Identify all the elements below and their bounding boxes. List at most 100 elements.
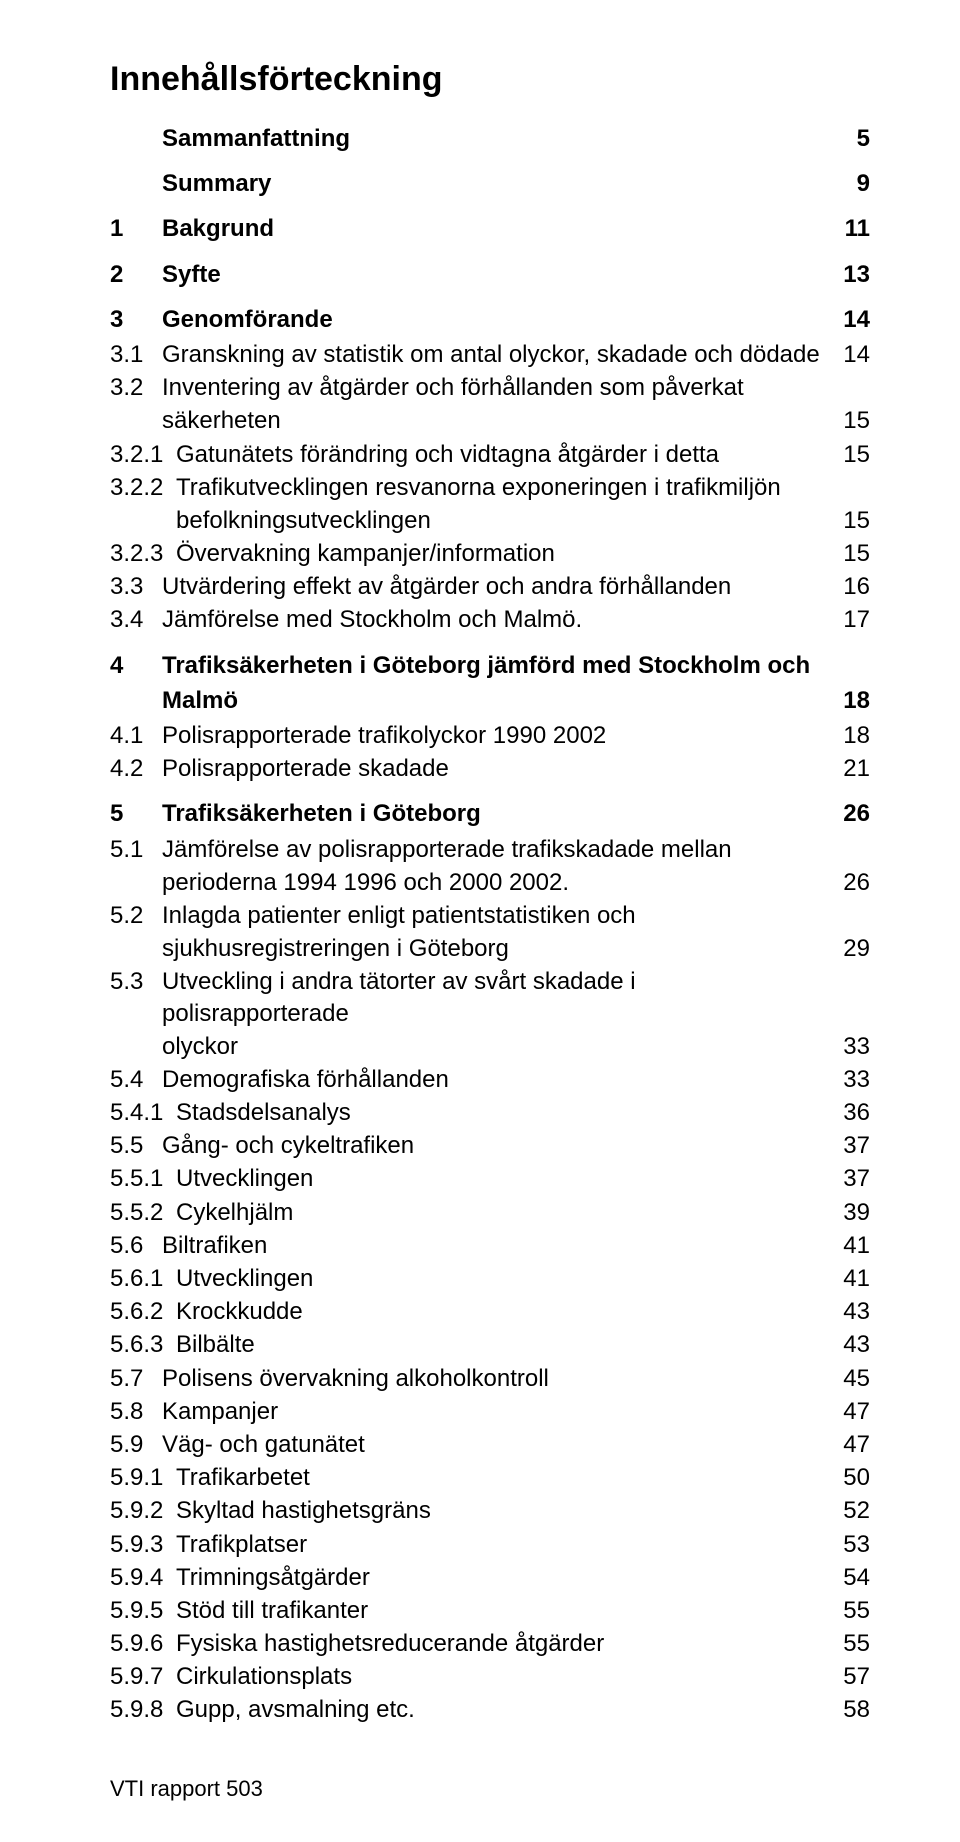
- toc-entry-number: 4.2: [110, 753, 162, 784]
- toc-entry-text: Polisrapporterade trafikolyckor 1990 200…: [162, 720, 838, 751]
- toc-entry-text: Polisens övervakning alkoholkontroll: [162, 1363, 838, 1394]
- toc-entry: 3Genomförande14: [110, 304, 870, 335]
- toc-entry-page: 36: [838, 1097, 870, 1128]
- toc-entry-page: 17: [838, 604, 870, 635]
- toc-entry-text: Demografiska förhållanden: [162, 1064, 838, 1095]
- toc-entry: 5.5Gång- och cykeltrafiken37: [110, 1130, 870, 1161]
- toc-entry-text: Stöd till trafikanter: [176, 1595, 838, 1626]
- toc-entry-text: Trafiksäkerheten i Göteborg: [162, 798, 838, 829]
- toc-entry-page: 55: [838, 1595, 870, 1626]
- toc-entry-page: 47: [838, 1429, 870, 1460]
- toc-entry-page: 57: [838, 1661, 870, 1692]
- toc-entry: 3.4Jämförelse med Stockholm och Malmö.17: [110, 604, 870, 635]
- toc-entry-number: 3.2.2: [110, 472, 176, 503]
- toc-entry-text: Gång- och cykeltrafiken: [162, 1130, 838, 1161]
- toc-entry: 3.2Inventering av åtgärder och förhållan…: [110, 372, 870, 403]
- toc-entry-number: 5.9.2: [110, 1495, 176, 1526]
- toc-entry-number: 5.8: [110, 1396, 162, 1427]
- toc-entry-page: 54: [838, 1562, 870, 1593]
- toc-entry-text: Jämförelse med Stockholm och Malmö.: [162, 604, 838, 635]
- toc-entry: 3.2.3Övervakning kampanjer/information15: [110, 538, 870, 569]
- toc-entry-text: säkerheten: [162, 405, 838, 436]
- toc-entry-page: 33: [838, 1064, 870, 1095]
- toc-entry-page: 16: [838, 571, 870, 602]
- toc-entry: 5.1Jämförelse av polisrapporterade trafi…: [110, 834, 870, 865]
- toc-entry-number: 5.9.4: [110, 1562, 176, 1593]
- toc-entry-page: 14: [838, 304, 870, 335]
- toc-entry: 5.2Inlagda patienter enligt patientstati…: [110, 900, 870, 931]
- toc-entry-text: Inventering av åtgärder och förhållanden…: [162, 372, 838, 403]
- toc-entry-page: 21: [838, 753, 870, 784]
- table-of-contents: Sammanfattning5Summary91Bakgrund112Syfte…: [110, 123, 870, 1726]
- toc-entry-text: befolkningsutvecklingen: [176, 505, 838, 536]
- toc-entry-text: Gatunätets förändring och vidtagna åtgär…: [176, 439, 838, 470]
- toc-entry-text: Syfte: [162, 259, 838, 290]
- toc-entry-number: 5.5.1: [110, 1163, 176, 1194]
- toc-entry-number: 5.3: [110, 966, 162, 997]
- toc-entry-page: 26: [838, 798, 870, 829]
- toc-entry-page: 39: [838, 1197, 870, 1228]
- toc-entry: 5.6.3Bilbälte43: [110, 1329, 870, 1360]
- toc-entry-number: 5.1: [110, 834, 162, 865]
- toc-entry: 5.9.5Stöd till trafikanter55: [110, 1595, 870, 1626]
- toc-entry-number: 5.4.1: [110, 1097, 176, 1128]
- toc-entry: Malmö18: [110, 685, 870, 716]
- toc-entry: 5.9.7Cirkulationsplats57: [110, 1661, 870, 1692]
- toc-entry-number: 5.5.2: [110, 1197, 176, 1228]
- toc-entry-number: 3.3: [110, 571, 162, 602]
- toc-entry: 5.9.8Gupp, avsmalning etc.58: [110, 1694, 870, 1725]
- toc-entry-page: 45: [838, 1363, 870, 1394]
- toc-entry-page: 53: [838, 1529, 870, 1560]
- toc-entry: 5.6.2Krockkudde43: [110, 1296, 870, 1327]
- toc-entry: 5.7Polisens övervakning alkoholkontroll4…: [110, 1363, 870, 1394]
- toc-entry: säkerheten15: [110, 405, 870, 436]
- toc-entry: 3.3Utvärdering effekt av åtgärder och an…: [110, 571, 870, 602]
- toc-entry: olyckor33: [110, 1031, 870, 1062]
- toc-entry: 5.6.1Utvecklingen41: [110, 1263, 870, 1294]
- toc-entry-number: 2: [110, 259, 162, 290]
- toc-entry-text: Kampanjer: [162, 1396, 838, 1427]
- toc-entry: 4.2Polisrapporterade skadade21: [110, 753, 870, 784]
- toc-entry-page: 18: [838, 720, 870, 751]
- toc-entry-page: 37: [838, 1163, 870, 1194]
- toc-entry-page: 43: [838, 1329, 870, 1360]
- page-container: Innehållsförteckning Sammanfattning5Summ…: [0, 0, 960, 1842]
- toc-entry-text: Trafikarbetet: [176, 1462, 838, 1493]
- toc-entry-page: 9: [838, 168, 870, 199]
- toc-entry: Sammanfattning5: [110, 123, 870, 154]
- toc-entry: 5.9.2Skyltad hastighetsgräns52: [110, 1495, 870, 1526]
- toc-entry-text: Malmö: [162, 685, 838, 716]
- toc-entry-number: 5: [110, 798, 162, 829]
- toc-entry-text: Biltrafiken: [162, 1230, 838, 1261]
- toc-entry: 5.5.2Cykelhjälm39: [110, 1197, 870, 1228]
- toc-entry-text: Trafikplatser: [176, 1529, 838, 1560]
- toc-entry-page: 43: [838, 1296, 870, 1327]
- toc-entry-text: Cykelhjälm: [176, 1197, 838, 1228]
- toc-entry-number: 1: [110, 213, 162, 244]
- toc-entry-page: 37: [838, 1130, 870, 1161]
- toc-entry-text: Inlagda patienter enligt patientstatisti…: [162, 900, 838, 931]
- toc-entry-number: 3.4: [110, 604, 162, 635]
- toc-entry-number: 5.2: [110, 900, 162, 931]
- toc-entry-page: 52: [838, 1495, 870, 1526]
- toc-entry: 3.2.2Trafikutvecklingen resvanorna expon…: [110, 472, 870, 503]
- toc-entry-number: 5.5: [110, 1130, 162, 1161]
- toc-entry-page: 55: [838, 1628, 870, 1659]
- toc-entry-text: Övervakning kampanjer/information: [176, 538, 838, 569]
- toc-entry-text: Utvecklingen: [176, 1163, 838, 1194]
- toc-entry-text: Utvärdering effekt av åtgärder och andra…: [162, 571, 838, 602]
- toc-entry-page: 15: [838, 439, 870, 470]
- toc-entry-text: Polisrapporterade skadade: [162, 753, 838, 784]
- toc-entry-page: 41: [838, 1263, 870, 1294]
- toc-entry-number: 4.1: [110, 720, 162, 751]
- toc-entry-number: 3.2.3: [110, 538, 176, 569]
- toc-entry-text: Fysiska hastighetsreducerande åtgärder: [176, 1628, 838, 1659]
- toc-entry-page: 58: [838, 1694, 870, 1725]
- toc-entry-number: 3.2.1: [110, 439, 176, 470]
- toc-entry-page: 15: [838, 405, 870, 436]
- toc-entry-text: Jämförelse av polisrapporterade trafiksk…: [162, 834, 838, 865]
- toc-entry: 1Bakgrund11: [110, 213, 870, 244]
- toc-entry-number: 5.9.8: [110, 1694, 176, 1725]
- toc-entry-text: Genomförande: [162, 304, 838, 335]
- toc-entry-text: Cirkulationsplats: [176, 1661, 838, 1692]
